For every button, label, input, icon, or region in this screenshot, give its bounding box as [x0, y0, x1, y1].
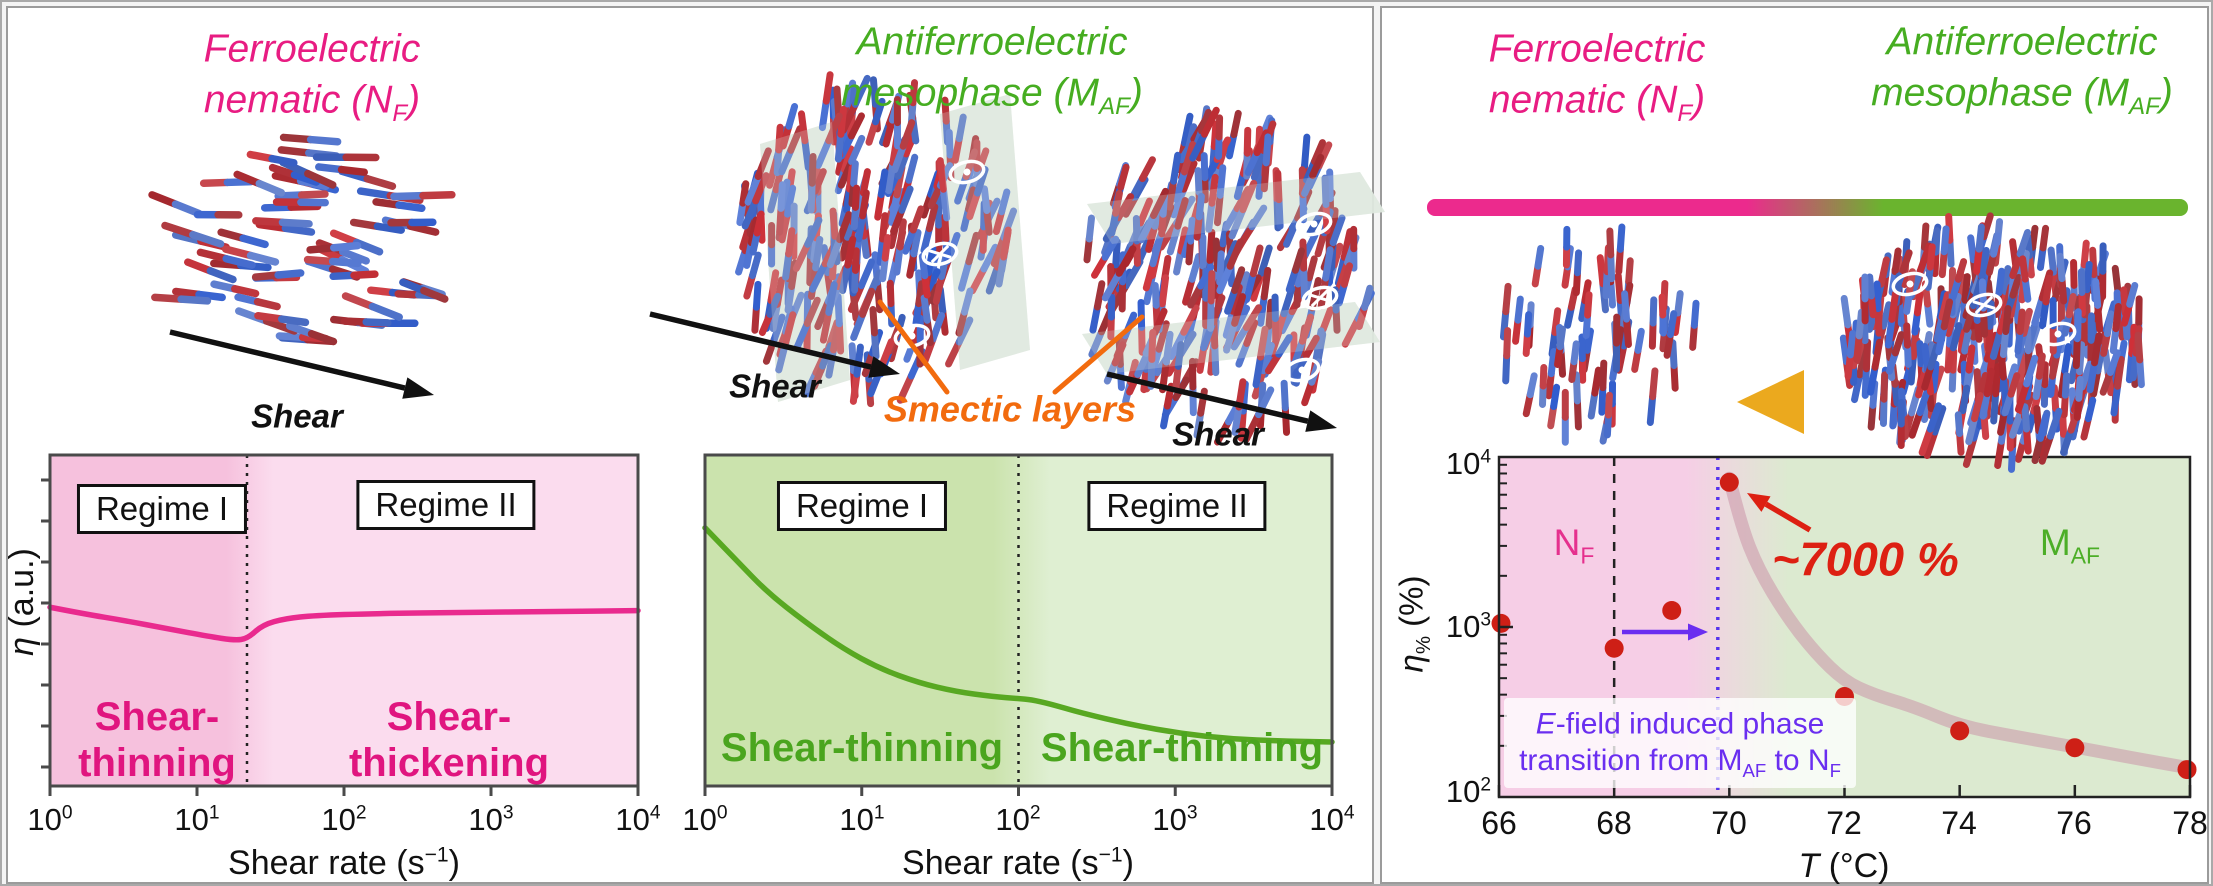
- maf-cluster-left: [735, 71, 1030, 408]
- polarization-cross-icon: [1301, 285, 1339, 311]
- right-xtick-68: 68: [1596, 805, 1632, 842]
- pink-y-axis-label: η (a.u.): [2, 548, 41, 656]
- green-shear-thinning1-label: Shear-thinning: [720, 726, 1004, 770]
- left-maf-title-line2: mesophase (MAF): [841, 71, 1143, 121]
- nf-rod-field: [148, 133, 456, 346]
- right-maf-title: Antiferroelectric mesophase (MAF): [1871, 20, 2173, 121]
- transition-triangle-icon: [1737, 370, 1804, 434]
- peak-annotation: ~7000 %: [1772, 532, 1959, 586]
- smectic-layers-label: Smectic layers: [883, 388, 1137, 430]
- green-xtick-2: 102: [995, 801, 1041, 837]
- green-regime2-box: Regime II: [1087, 481, 1267, 531]
- shear-label-maf-left: Shear: [729, 367, 821, 405]
- right-xtick-70: 70: [1711, 805, 1747, 842]
- right-nf-title: Ferroelectric nematic (NF): [1488, 27, 1706, 128]
- green-x-axis-label: Shear rate (s−1): [902, 843, 1134, 882]
- maf-cluster-right-rods: [1083, 105, 1375, 446]
- green-xtick-4: 104: [1309, 801, 1355, 837]
- right-maf-region-label: MAF: [2039, 521, 2101, 569]
- pink-shear-thinning-label: Shear-thinning: [78, 695, 236, 785]
- pink-xtick-1: 101: [174, 801, 220, 837]
- polarization-cross-icon: [921, 241, 959, 267]
- right-xtick-74: 74: [1941, 805, 1977, 842]
- efield-line1: E-field induced phase: [1535, 707, 1825, 741]
- polarization-cross-icon: [1965, 292, 2003, 318]
- efield-annotation-box: E-field induced phase transition from MA…: [1504, 698, 1856, 788]
- left-nf-title-line2: nematic (NF): [203, 78, 421, 128]
- right-ytick-1e4: 104: [1445, 445, 1491, 481]
- right-xtick-78: 78: [2172, 805, 2208, 842]
- smectic-pointer-lines: [877, 299, 1145, 395]
- polarization-dot-icon: [1891, 271, 1929, 297]
- maf-cluster-right: [1082, 105, 1385, 446]
- right-xtick-76: 76: [2056, 805, 2092, 842]
- pink-xtick-3: 103: [468, 801, 514, 837]
- right-ytick-1e2: 102: [1445, 773, 1491, 809]
- right-ytick-1e3: 103: [1445, 608, 1491, 644]
- pink-xtick-4: 104: [615, 801, 661, 837]
- phase-gradient-bar: [1427, 199, 2188, 216]
- maf-cluster-left-rods: [735, 71, 1018, 408]
- polarization-dot-icon: [2039, 321, 2077, 347]
- efield-line2: transition from MAF to NF: [1519, 743, 1841, 781]
- green-xtick-3: 103: [1152, 801, 1198, 837]
- pink-shear-thickening-label: Shear-thickening: [348, 695, 550, 785]
- pink-regime2-box: Regime II: [356, 480, 536, 530]
- pink-x-axis-label: Shear rate (s−1): [228, 843, 460, 882]
- green-shear-thinning2-label: Shear-thinning: [1040, 726, 1324, 770]
- green-xtick-0: 100: [682, 801, 728, 837]
- right-xtick-72: 72: [1826, 805, 1862, 842]
- left-maf-title: Antiferroelectric mesophase (MAF): [841, 16, 1143, 123]
- green-xtick-1: 101: [839, 801, 885, 837]
- polarization-dot-icon: [948, 159, 986, 185]
- polarization-dot-icon: [1283, 357, 1321, 383]
- right-maf-clump-rods: [1839, 212, 2145, 473]
- right-xtick-66: 66: [1481, 805, 1517, 842]
- left-maf-title-line1: Antiferroelectric: [856, 20, 1128, 64]
- right-y-axis-label: η% (%): [1392, 575, 1436, 673]
- left-nf-title-line1: Ferroelectric: [203, 27, 421, 71]
- polarization-dot-icon: [1295, 211, 1333, 237]
- left-nf-title: Ferroelectric nematic (NF): [204, 23, 421, 130]
- shear-label-nf: Shear: [251, 397, 343, 435]
- right-maf-clump: [1839, 212, 2145, 473]
- pink-xtick-2: 102: [321, 801, 367, 837]
- green-regime1-box: Regime I: [776, 481, 948, 531]
- right-x-axis-label: T (°C): [1798, 846, 1890, 885]
- pink-regime1-box: Regime I: [76, 484, 248, 534]
- right-nf-rod-field: [1499, 223, 1700, 446]
- right-nf-region-label: NF: [1553, 521, 1595, 569]
- shear-label-maf-right: Shear: [1172, 415, 1264, 453]
- pink-xtick-0: 100: [27, 801, 73, 837]
